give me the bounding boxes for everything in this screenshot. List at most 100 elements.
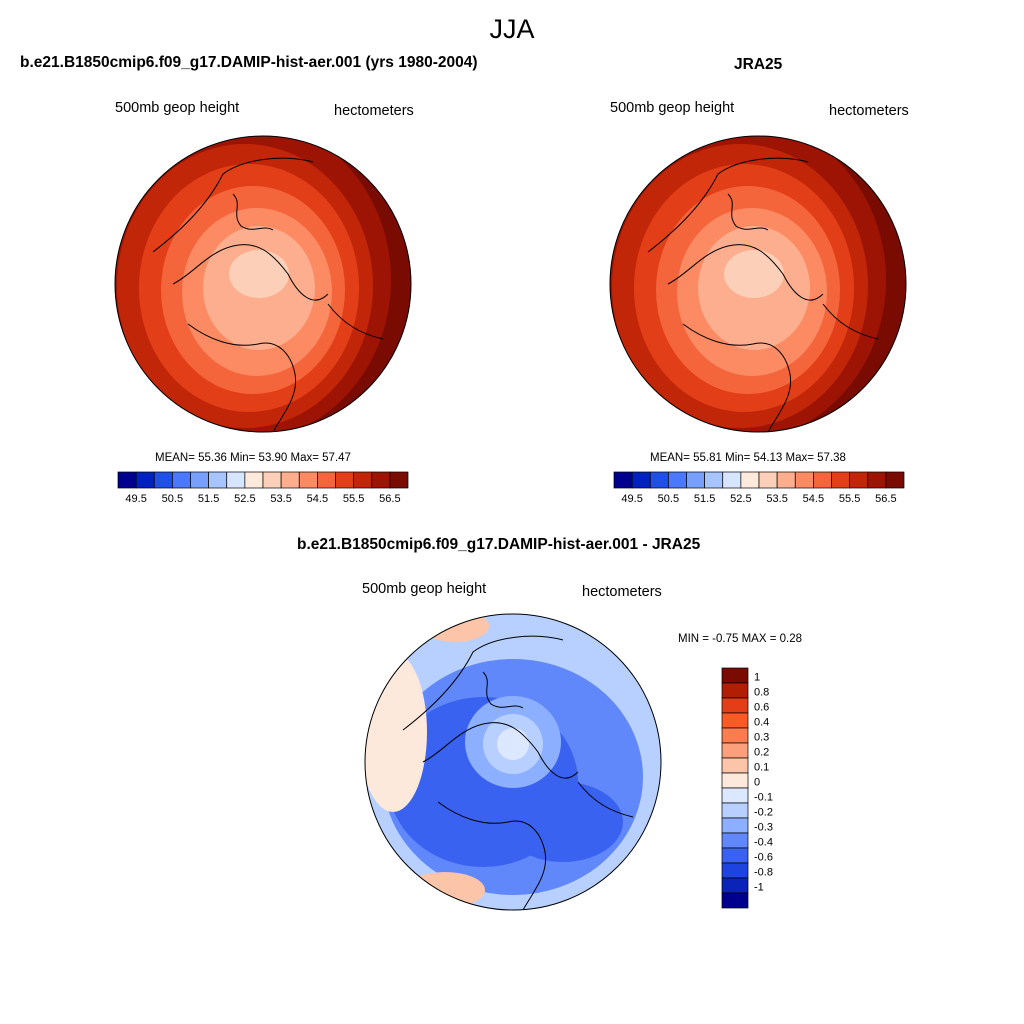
colorbar-tick-label: 56.5 bbox=[379, 493, 400, 505]
coastline bbox=[172, 244, 329, 301]
panel-3-title: b.e21.B1850cmip6.f09_g17.DAMIP-hist-aer.… bbox=[297, 536, 701, 553]
coastline bbox=[437, 801, 547, 910]
map-boundary bbox=[364, 613, 662, 911]
coastline bbox=[727, 193, 769, 231]
colorbar-tick-label: 0 bbox=[754, 777, 760, 789]
colorbar-swatch bbox=[721, 697, 749, 714]
colorbar-swatch bbox=[631, 471, 651, 489]
colorbar-tick-label: 0.4 bbox=[754, 717, 769, 729]
colorbar-tick-label: 55.5 bbox=[343, 493, 364, 505]
colorbar-swatch bbox=[668, 471, 687, 489]
colorbar-swatch bbox=[740, 471, 760, 489]
panel-1-units-label: hectometers bbox=[334, 103, 414, 119]
panel-2-title: JRA25 bbox=[734, 56, 783, 73]
colorbar-swatch bbox=[721, 742, 749, 759]
colorbar-tick-label: 0.1 bbox=[754, 762, 769, 774]
colorbar-swatch bbox=[298, 471, 318, 489]
contour-band bbox=[724, 250, 784, 298]
colorbar-1: 49.5 50.5 51.5 52.5 53.5 54.5 55.5 56.5 bbox=[117, 471, 409, 505]
coastline bbox=[577, 781, 634, 818]
colorbar-tick-label: 0.2 bbox=[754, 747, 769, 759]
colorbar-tick-label: 56.5 bbox=[875, 493, 896, 505]
colorbar-swatch bbox=[172, 471, 191, 489]
colorbar-tick-label: -1 bbox=[754, 882, 764, 894]
colorbar-swatch bbox=[721, 802, 749, 819]
colorbar-swatch bbox=[721, 847, 749, 864]
colorbar-swatch bbox=[190, 471, 209, 489]
panel-1-variable-label: 500mb geop height bbox=[115, 100, 240, 116]
colorbar-tick-label: 55.5 bbox=[839, 493, 860, 505]
map-2-disk bbox=[609, 135, 907, 433]
colorbar-tick-label: 50.5 bbox=[658, 493, 679, 505]
colorbar-swatch bbox=[153, 471, 173, 489]
contour-band bbox=[497, 728, 529, 760]
coastline bbox=[667, 244, 824, 301]
coastline bbox=[422, 722, 579, 779]
colorbar-tick-label: -0.4 bbox=[754, 837, 773, 849]
colorbar-swatch bbox=[813, 471, 832, 489]
colorbar-3: 1 0.8 0.6 0.4 0.3 0.2 0.1 0 -0.1 -0.2 -0.3 -0.4 -0.6… bbox=[721, 667, 773, 909]
colorbar-tick-label: 54.5 bbox=[803, 493, 824, 505]
colorbar-swatch bbox=[721, 727, 749, 744]
colorbar-swatch bbox=[353, 471, 373, 489]
coastline bbox=[682, 323, 792, 432]
panel-2-stats: MEAN= 55.81 Min= 54.13 Max= 57.38 bbox=[650, 452, 846, 464]
colorbar-tick-label: 54.5 bbox=[307, 493, 328, 505]
colorbar-tick-label: -0.6 bbox=[754, 852, 773, 864]
colorbar-swatch bbox=[226, 471, 246, 489]
colorbar-swatch bbox=[722, 471, 742, 489]
colorbar-tick-label: 1 bbox=[754, 672, 760, 684]
colorbar-swatch bbox=[135, 471, 155, 489]
coastline bbox=[327, 303, 384, 340]
colorbar-swatch bbox=[389, 471, 409, 489]
colorbar-tick-label: 52.5 bbox=[234, 493, 255, 505]
colorbar-tick-label: 50.5 bbox=[162, 493, 183, 505]
panel-3-stats: MIN = -0.75 MAX = 0.28 bbox=[678, 633, 803, 645]
colorbar-swatch bbox=[721, 667, 749, 684]
colorbar-swatch bbox=[335, 471, 354, 489]
panel-1-title: b.e21.B1850cmip6.f09_g17.DAMIP-hist-aer.… bbox=[20, 54, 478, 71]
map-boundary bbox=[114, 135, 412, 433]
colorbar-swatch bbox=[776, 471, 796, 489]
colorbar-swatch bbox=[208, 471, 228, 489]
coastline bbox=[482, 671, 524, 709]
colorbar-swatch bbox=[686, 471, 705, 489]
colorbar-swatch bbox=[721, 757, 749, 774]
main-title: JJA bbox=[489, 14, 535, 44]
contour-band bbox=[229, 250, 289, 298]
colorbar-2: 49.5 50.5 51.5 52.5 53.5 54.5 55.5 56.5 bbox=[613, 471, 905, 505]
colorbar-tick-label: -0.1 bbox=[754, 792, 773, 804]
panel-2-variable-label: 500mb geop height bbox=[610, 100, 735, 116]
colorbar-swatch bbox=[794, 471, 814, 489]
colorbar-tick-label: -0.8 bbox=[754, 867, 773, 879]
colorbar-swatch bbox=[117, 471, 137, 489]
colorbar-swatch bbox=[721, 787, 749, 804]
map-3-disk bbox=[364, 613, 662, 911]
colorbar-swatch bbox=[721, 772, 749, 789]
colorbar-swatch bbox=[280, 471, 300, 489]
panel-1-stats: MEAN= 55.36 Min= 53.90 Max= 57.47 bbox=[155, 452, 351, 464]
colorbar-tick-label: 0.3 bbox=[754, 732, 769, 744]
contour-band bbox=[503, 782, 623, 862]
colorbar-swatch bbox=[262, 471, 282, 489]
colorbar-swatch bbox=[704, 471, 724, 489]
colorbar-swatch bbox=[867, 471, 887, 489]
panel-3-units-label: hectometers bbox=[582, 584, 662, 600]
colorbar-tick-label: 49.5 bbox=[125, 493, 146, 505]
contour-band bbox=[405, 872, 485, 908]
colorbar-tick-label: 53.5 bbox=[270, 493, 291, 505]
colorbar-tick-label: 0.6 bbox=[754, 702, 769, 714]
colorbar-swatch bbox=[721, 712, 749, 729]
colorbar-swatch bbox=[721, 817, 749, 834]
colorbar-swatch bbox=[758, 471, 778, 489]
panel-3-variable-label: 500mb geop height bbox=[362, 581, 487, 597]
coastline bbox=[402, 635, 564, 731]
map-boundary bbox=[609, 135, 907, 433]
colorbar-tick-label: -0.2 bbox=[754, 807, 773, 819]
colorbar-swatch bbox=[885, 471, 905, 489]
colorbar-tick-label: -0.3 bbox=[754, 822, 773, 834]
coastline bbox=[647, 157, 809, 253]
colorbar-swatch bbox=[244, 471, 264, 489]
coastline bbox=[187, 323, 297, 432]
coastline bbox=[152, 157, 314, 253]
